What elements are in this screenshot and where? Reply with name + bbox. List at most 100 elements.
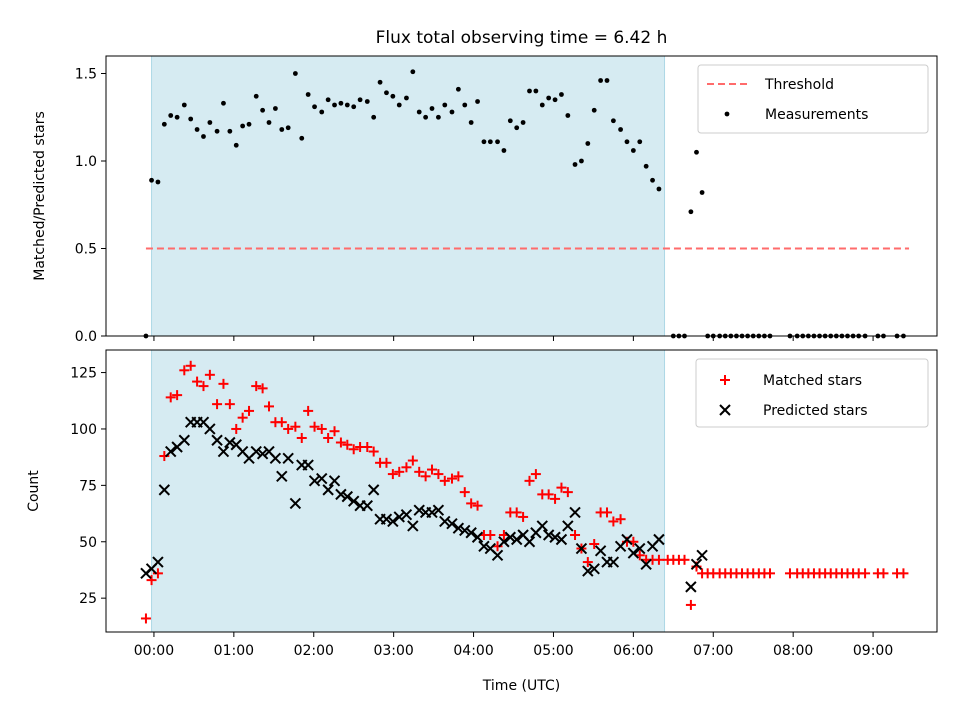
measurement-point — [299, 135, 305, 141]
predicted-star-marker — [158, 484, 171, 496]
measurement-point — [630, 148, 636, 153]
matched-star-marker — [251, 381, 262, 392]
ratio-y-axis-label: Matched/Predicted stars — [32, 111, 48, 281]
legend-matched-swatch — [720, 375, 730, 385]
predicted-star-marker — [465, 527, 477, 539]
chart-title: Flux total observing time = 6.42 h — [376, 28, 668, 48]
matched-star-marker — [244, 405, 255, 416]
measurement-point — [604, 78, 610, 83]
matched-star-marker — [446, 473, 457, 484]
measurement-point — [396, 102, 402, 108]
measurement-point — [188, 116, 194, 122]
matched-star-marker — [224, 399, 235, 410]
measurement-point — [455, 86, 461, 92]
measurement-point — [598, 78, 604, 83]
measurement-point — [539, 102, 545, 108]
measurement-point — [194, 127, 200, 132]
measurement-point — [364, 99, 370, 104]
predicted-star-marker — [341, 490, 354, 503]
predicted-star-marker — [328, 475, 341, 487]
matched-star-marker — [401, 462, 412, 473]
measurement-point — [618, 127, 623, 132]
measurement-point — [161, 121, 167, 127]
measurement-point — [688, 209, 694, 215]
measurement-point — [357, 97, 363, 103]
matched-star-marker — [276, 417, 287, 428]
measurement-point — [462, 102, 468, 108]
predicted-star-marker — [491, 549, 504, 562]
matched-star-marker — [898, 568, 909, 579]
matched-star-marker — [407, 455, 418, 466]
x-axis-label: Time (UTC) — [482, 678, 560, 694]
count-legend: Matched stars Predicted stars — [695, 358, 929, 428]
matched-star-marker — [608, 516, 619, 527]
matched-star-marker — [601, 507, 612, 518]
predicted-star-marker — [498, 536, 510, 548]
x-tick-label: 06:00 — [613, 643, 653, 659]
y-tick-label: 1.0 — [75, 154, 97, 170]
matched-star-marker — [860, 568, 871, 579]
matched-star-marker — [342, 439, 353, 450]
matched-star-marker — [679, 554, 690, 565]
matched-star-marker — [303, 405, 314, 416]
measurement-point — [643, 163, 649, 169]
y-tick-label: 50 — [79, 535, 97, 551]
predicted-star-marker — [459, 524, 471, 537]
predicted-star-marker — [432, 504, 445, 516]
legend-predicted-swatch — [719, 404, 731, 416]
measurement-point — [325, 97, 331, 103]
matched-star-marker — [530, 469, 541, 480]
x-tick-label: 07:00 — [693, 643, 733, 659]
predicted-star-marker — [256, 448, 269, 460]
measurement-point — [572, 162, 578, 167]
matched-star-marker — [237, 412, 248, 423]
predicted-star-marker — [478, 540, 490, 552]
matched-star-marker — [348, 444, 359, 455]
legend-measurements-swatch — [724, 111, 730, 117]
measurement-point — [429, 106, 435, 111]
measurement-point — [272, 106, 278, 111]
matched-star-marker — [511, 507, 522, 518]
measurement-point — [699, 190, 705, 195]
matched-star-marker — [472, 500, 483, 511]
y-tick-label: 25 — [79, 591, 97, 607]
matched-star-marker — [420, 471, 431, 482]
ratio-legend: Threshold Measurements — [697, 64, 929, 134]
ratio-plot-frame — [105, 55, 938, 337]
matched-star-marker — [466, 498, 477, 509]
matched-star-marker — [335, 437, 346, 448]
matched-star-marker — [453, 471, 464, 482]
measurement-point — [390, 93, 396, 99]
predicted-star-marker — [276, 470, 288, 483]
matched-star-marker — [570, 529, 581, 540]
measurement-point — [624, 139, 630, 145]
measurement-point — [149, 177, 154, 183]
predicted-star-marker — [361, 499, 373, 512]
predicted-star-marker — [575, 542, 588, 555]
x-tick-label: 05:00 — [533, 643, 573, 659]
measurement-point — [312, 104, 317, 110]
matched-star-marker — [368, 446, 379, 457]
predicted-star-marker — [282, 452, 294, 464]
predicted-star-marker — [165, 445, 177, 458]
measurement-point — [507, 118, 513, 124]
measurement-point — [423, 114, 429, 120]
measurement-point — [305, 92, 311, 97]
matched-star-marker — [387, 469, 398, 480]
measurement-point — [468, 120, 474, 125]
measurement-point — [253, 93, 259, 99]
predicted-star-marker — [152, 556, 164, 568]
measurement-point — [338, 100, 344, 106]
predicted-star-marker — [400, 508, 413, 521]
measurement-point — [207, 120, 213, 125]
measurement-point — [233, 142, 239, 148]
measurement-point — [201, 134, 206, 139]
x-tick-label: 02:00 — [294, 643, 334, 659]
measurement-point — [214, 128, 220, 134]
matched-star-marker — [264, 401, 275, 412]
measurement-point — [404, 95, 409, 101]
ratio-legend-box — [697, 64, 929, 134]
y-tick-label: 100 — [70, 422, 97, 438]
measurement-point — [533, 88, 539, 94]
matched-star-marker — [179, 365, 190, 376]
